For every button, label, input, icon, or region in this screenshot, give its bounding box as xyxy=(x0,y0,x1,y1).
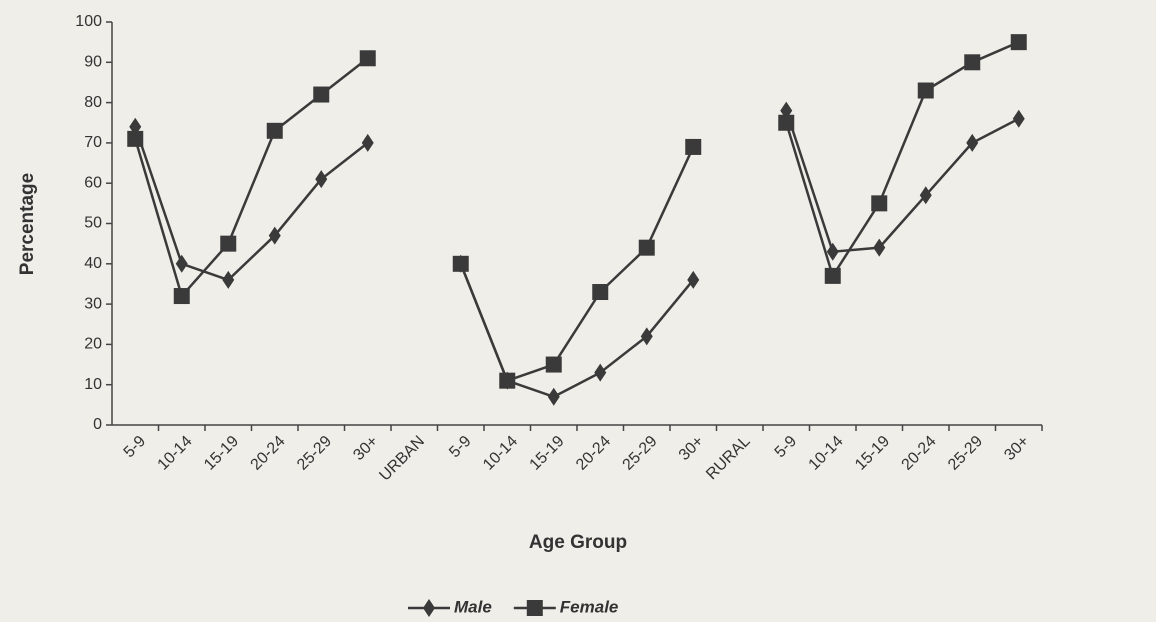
point xyxy=(313,86,330,103)
y-axis-title: Percentage xyxy=(17,173,38,275)
point xyxy=(966,133,979,152)
point xyxy=(826,242,839,261)
point xyxy=(359,50,376,67)
x-axis-title: Age Group xyxy=(529,532,627,553)
point xyxy=(685,138,702,155)
point xyxy=(547,387,560,406)
point xyxy=(266,122,283,139)
point xyxy=(1012,109,1025,128)
y-tick-label: 80 xyxy=(84,94,102,111)
point xyxy=(452,255,469,272)
point xyxy=(873,238,886,257)
series-line xyxy=(134,126,369,282)
point xyxy=(687,270,700,289)
y-tick-label: 60 xyxy=(84,174,102,191)
y-tick-label: 30 xyxy=(84,295,102,312)
y-tick-label: 100 xyxy=(75,13,102,30)
point xyxy=(592,284,609,301)
series-line xyxy=(459,146,695,383)
point xyxy=(175,254,188,273)
y-tick-label: 90 xyxy=(84,54,102,71)
point xyxy=(315,170,328,189)
point xyxy=(222,270,235,289)
point xyxy=(964,54,981,71)
legend-marker xyxy=(423,599,435,617)
series-line xyxy=(785,110,1020,254)
y-tick-label: 20 xyxy=(84,336,102,353)
y-tick-label: 10 xyxy=(84,376,102,393)
y-tick-label: 0 xyxy=(93,416,102,433)
y-tick-label: 50 xyxy=(84,215,102,232)
point xyxy=(127,130,144,147)
legend-label: Male xyxy=(454,597,492,616)
point xyxy=(361,133,374,152)
point xyxy=(1010,34,1027,51)
point xyxy=(778,114,795,131)
point xyxy=(220,235,237,252)
point xyxy=(594,363,607,382)
point xyxy=(871,195,888,212)
y-tick-label: 40 xyxy=(84,255,102,272)
point xyxy=(499,372,516,389)
point xyxy=(545,356,562,373)
point xyxy=(917,82,934,99)
y-tick-label: 70 xyxy=(84,134,102,151)
point xyxy=(173,288,190,305)
legend-label: Female xyxy=(560,597,619,616)
point xyxy=(824,267,841,284)
legend-marker xyxy=(526,600,543,616)
point xyxy=(638,239,655,256)
point xyxy=(268,226,281,245)
point xyxy=(919,186,932,205)
point xyxy=(640,327,653,346)
